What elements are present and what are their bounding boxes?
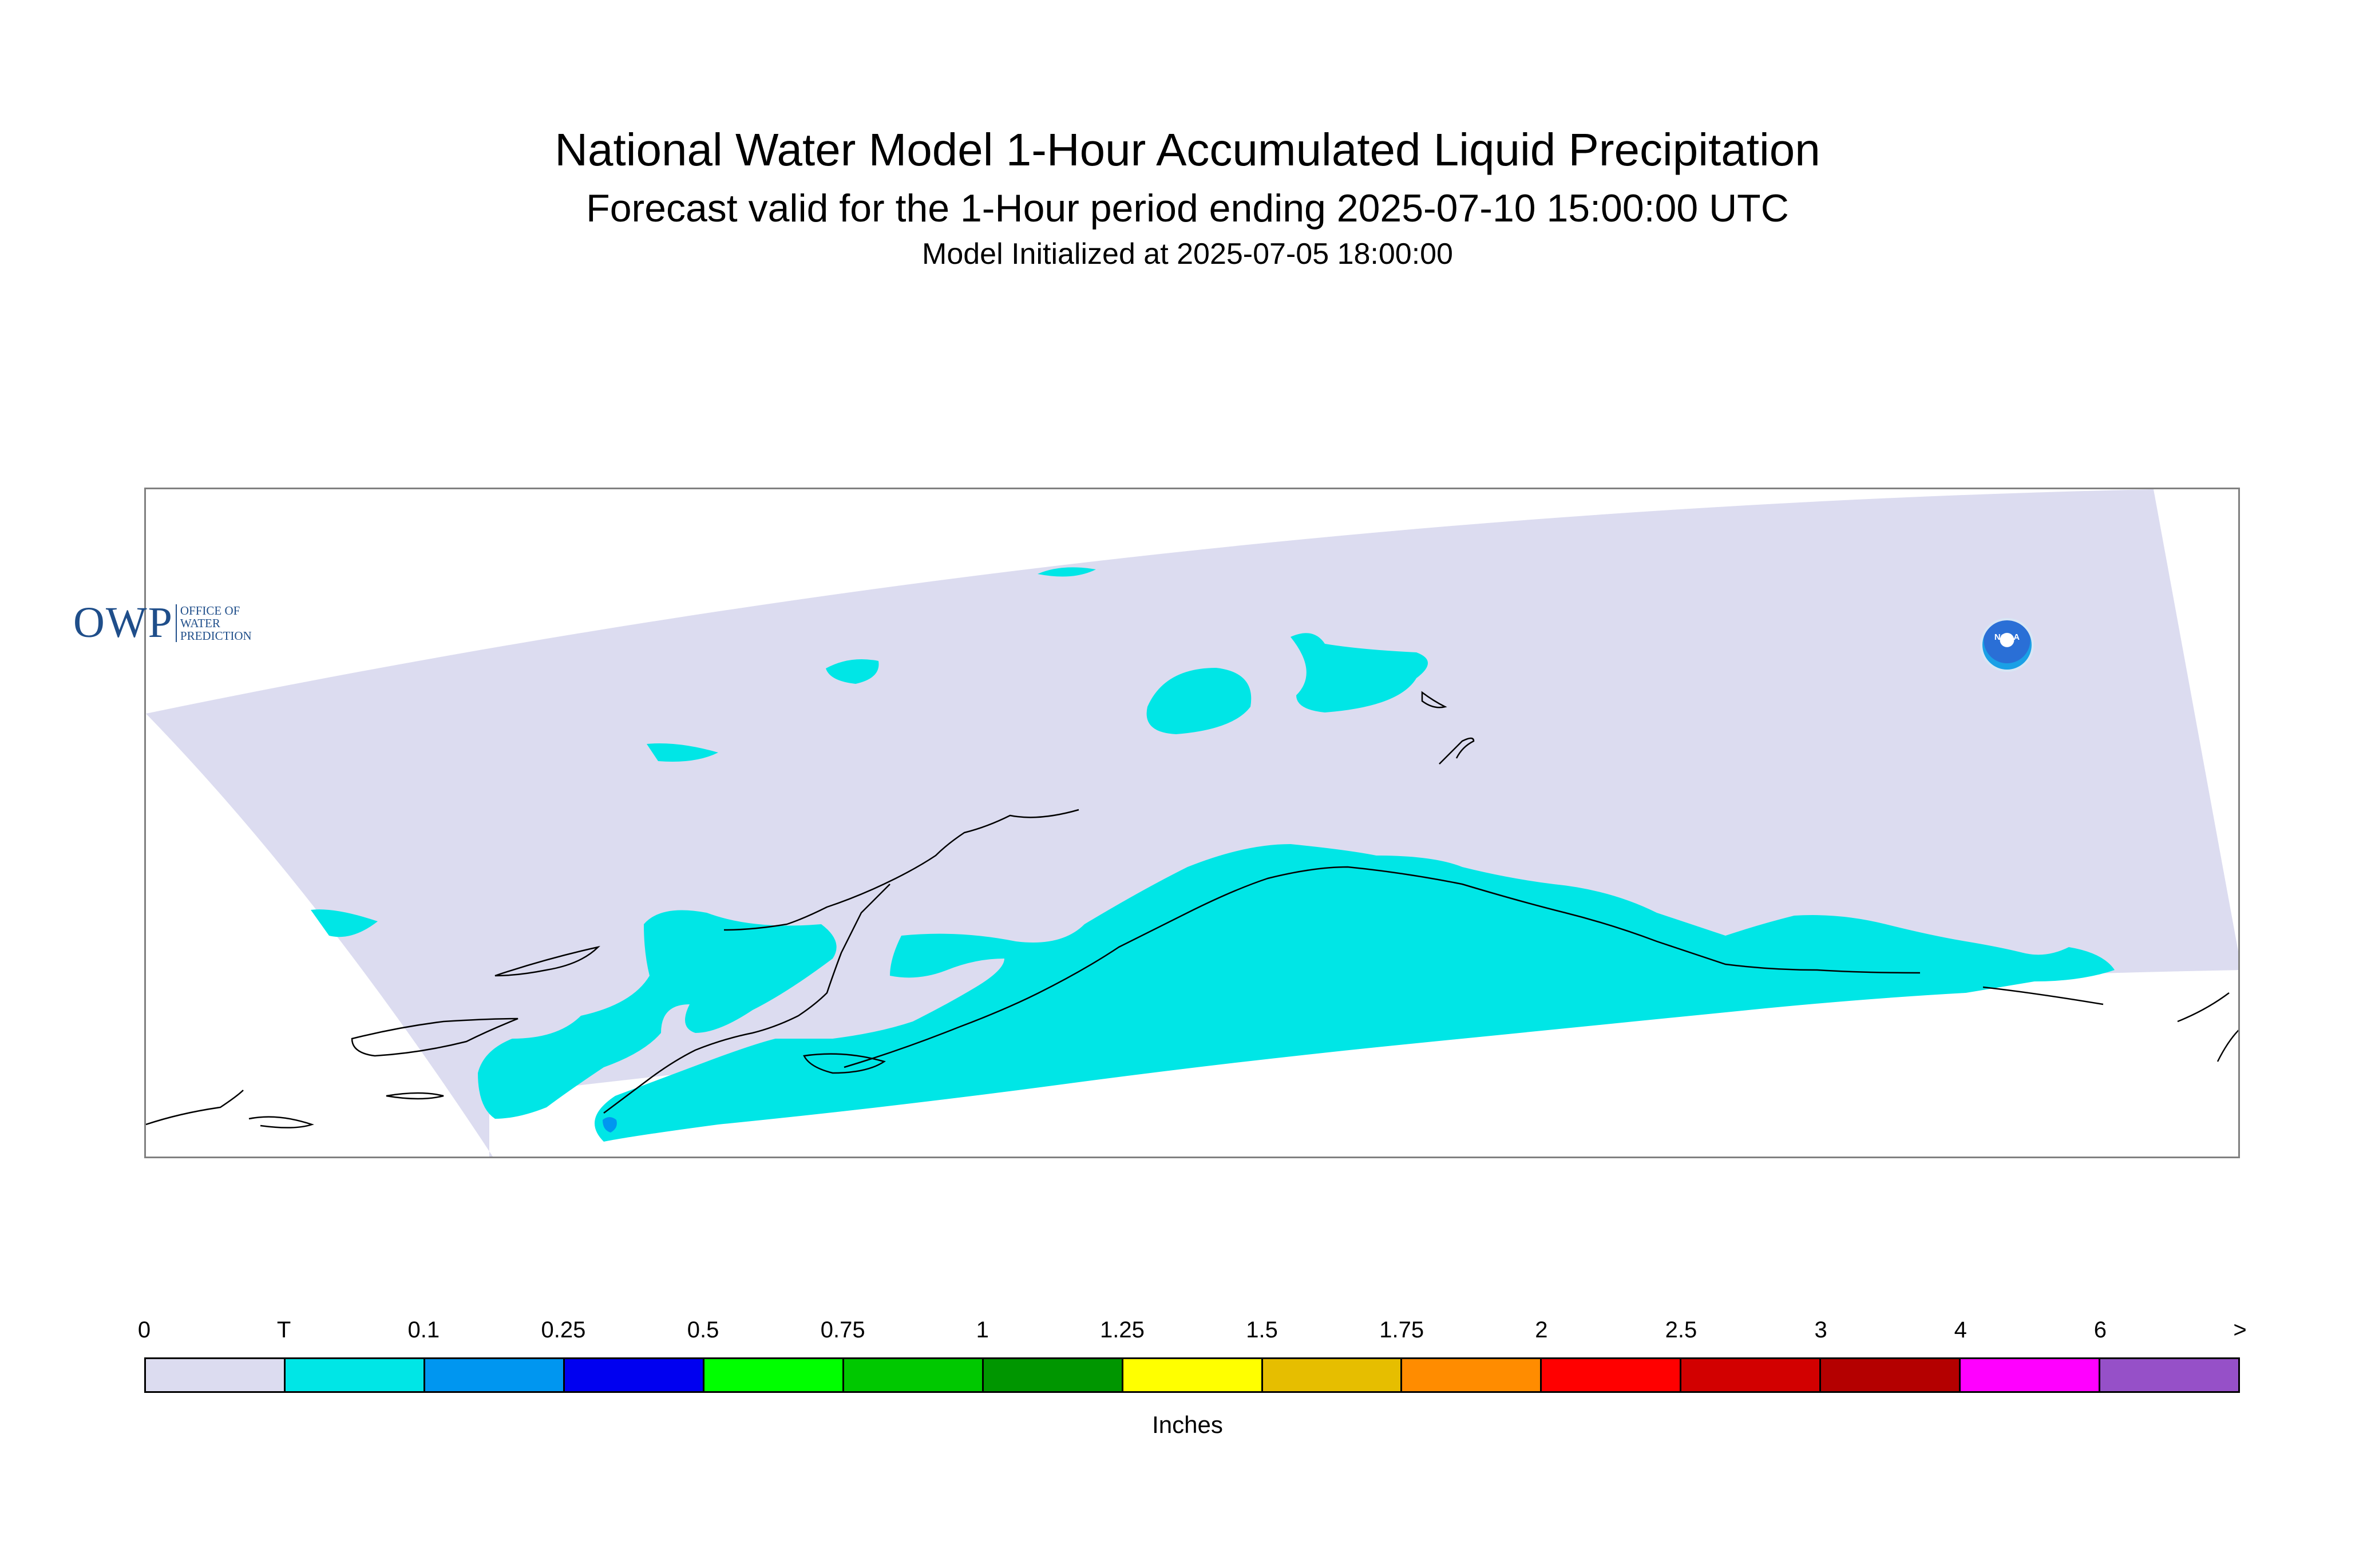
owp-line-3: PREDICTION — [180, 628, 252, 643]
legend-swatch-9 — [1402, 1359, 1542, 1391]
precipitation-map — [144, 488, 2240, 1158]
legend-tick-label: T — [276, 1317, 291, 1343]
light-precip-cell — [603, 1117, 617, 1133]
legend-tick-label: 2.5 — [1665, 1317, 1697, 1343]
owp-line-2: WATER — [180, 616, 220, 630]
coastlines — [146, 691, 2238, 1129]
legend-swatch-7 — [1123, 1359, 1263, 1391]
legend-swatch-1 — [285, 1359, 425, 1391]
legend-swatch-3 — [564, 1359, 704, 1391]
legend-tick-label: 1.75 — [1379, 1317, 1424, 1343]
legend-swatch-14 — [2100, 1359, 2239, 1391]
map-subtitle: Forecast valid for the 1-Hour period end… — [586, 187, 1789, 230]
legend-swatch-5 — [844, 1359, 984, 1391]
owp-logo: OWP OFFICE OF WATER PREDICTION — [73, 598, 252, 648]
noaa-logo: NOAA — [1980, 618, 2034, 672]
legend-swatch-11 — [1681, 1359, 1822, 1391]
map-canvas — [146, 489, 2238, 1157]
legend-tick-label: 0.25 — [541, 1317, 586, 1343]
legend-tick-label: 0 — [137, 1317, 151, 1343]
model-init-line: Model Initialized at 2025-07-05 18:00:00 — [922, 237, 1453, 271]
legend-swatch-12 — [1821, 1359, 1961, 1391]
legend-swatch-4 — [704, 1359, 844, 1391]
owp-logo-mark: OWP — [73, 599, 173, 647]
owp-line-1: OFFICE OF — [180, 603, 240, 617]
map-title: National Water Model 1-Hour Accumulated … — [555, 124, 1820, 175]
legend-tick-label: > — [2233, 1317, 2247, 1343]
legend-tick-label: 1.5 — [1246, 1317, 1278, 1343]
legend-tick-label: 2 — [1535, 1317, 1548, 1343]
legend-tick-label: 6 — [2093, 1317, 2107, 1343]
legend-swatch-6 — [983, 1359, 1123, 1391]
legend-swatch-0 — [146, 1359, 286, 1391]
legend-tick-label: 1 — [976, 1317, 989, 1343]
legend-swatch-8 — [1262, 1359, 1403, 1391]
legend-tick-label: 0.5 — [687, 1317, 719, 1343]
owp-logo-text: OFFICE OF WATER PREDICTION — [175, 603, 252, 643]
legend-tick-label: 0.75 — [820, 1317, 865, 1343]
legend-tick-label: 1.25 — [1099, 1317, 1145, 1343]
legend-tick-label: 0.1 — [407, 1317, 440, 1343]
legend-swatch-10 — [1542, 1359, 1682, 1391]
legend-swatch-13 — [1961, 1359, 2101, 1391]
color-legend — [144, 1357, 2240, 1393]
legend-swatch-2 — [425, 1359, 565, 1391]
legend-units: Inches — [1152, 1411, 1223, 1438]
noaa-logo-text: NOAA — [1994, 632, 2020, 642]
legend-tick-label: 3 — [1814, 1317, 1827, 1343]
legend-tick-label: 4 — [1954, 1317, 1967, 1343]
